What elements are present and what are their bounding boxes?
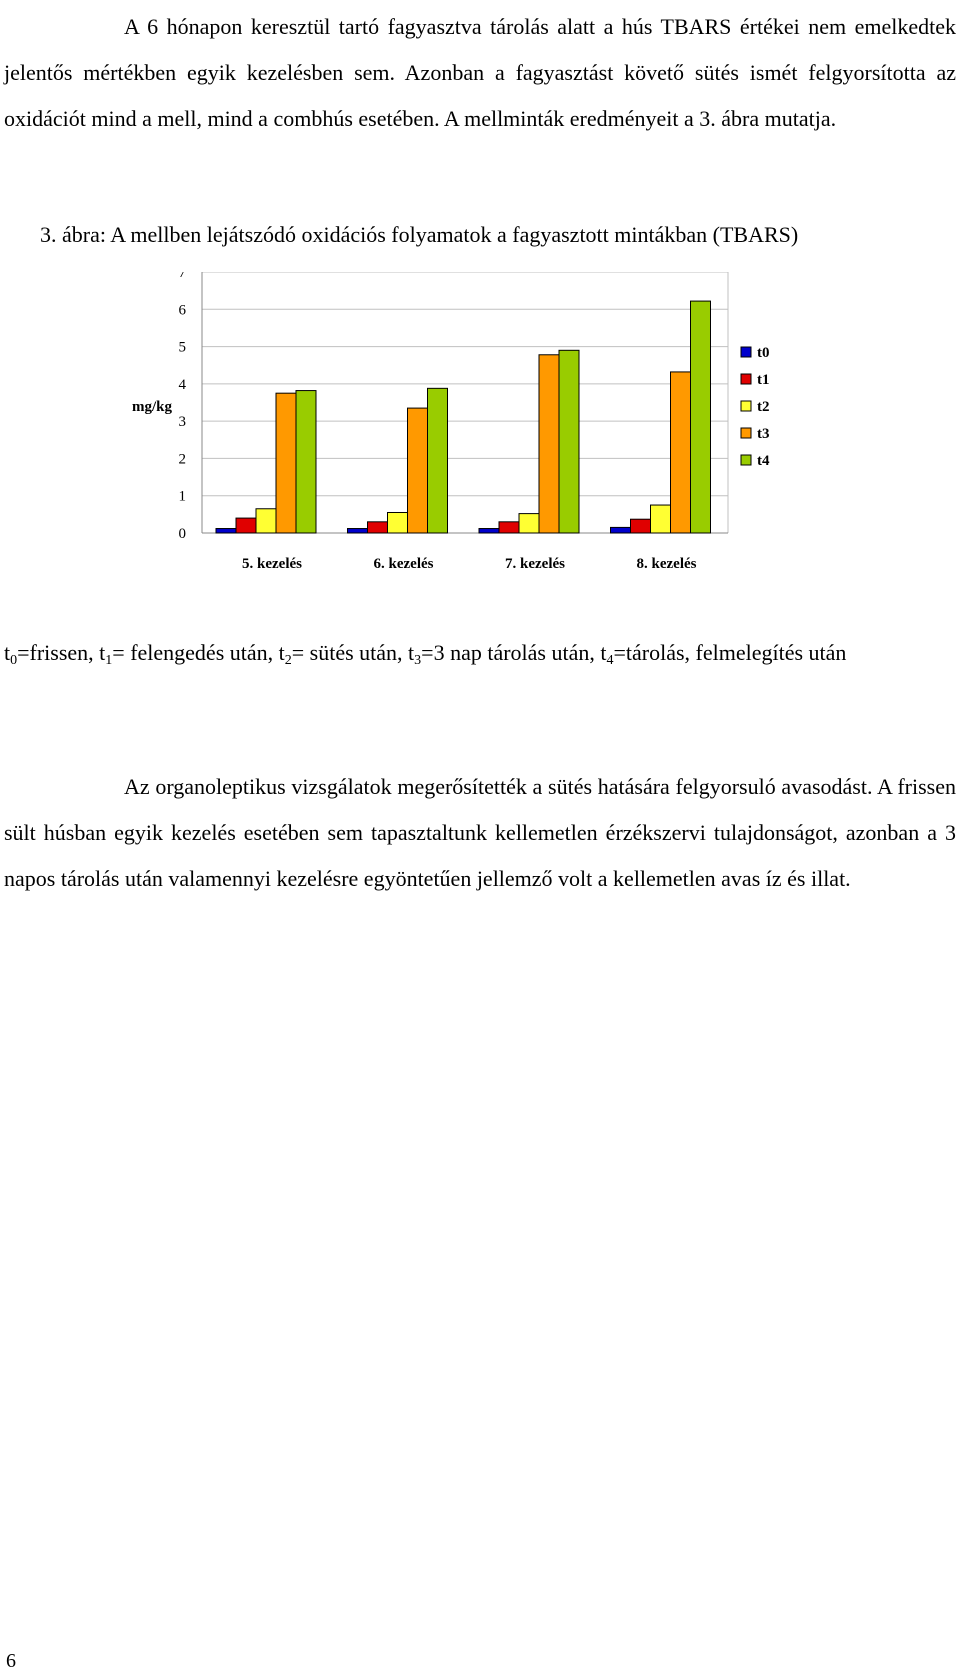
bar-t3-3 [538,354,560,534]
legend-note-sub-1: 1 [105,653,113,668]
x-tick-label: 5. kezelés [242,556,302,572]
bar-t4-2 [427,387,448,534]
bar-t0-2 [347,528,368,534]
legend-label-t1: t1 [757,372,770,388]
legend-note-sub-2: 2 [284,653,292,668]
bar-t1-1 [235,517,257,534]
y-tick-label: 4 [179,377,187,393]
legend-note-part-4: =3 nap tárolás után, t [421,640,607,665]
legend-swatch-t2 [740,400,752,412]
y-tick-label: 7 [179,272,187,281]
legend-swatch-t3 [740,427,752,439]
paragraph-1: A 6 hónapon keresztül tartó fagyasztva t… [4,4,956,142]
legend-label-t0: t0 [757,345,770,361]
bar-t3-4 [670,371,691,534]
y-tick-label: 5 [179,340,187,356]
bar-t0-4 [610,526,631,534]
legend-note-part-1: =frissen, t [17,640,106,665]
legend-note-sub-4: 4 [606,653,614,668]
bar-t0-1 [215,528,237,534]
y-tick-label: 6 [179,302,187,318]
y-tick-label: 0 [179,526,187,542]
bar-t2-1 [255,508,277,534]
y-tick-label: 2 [179,451,187,467]
legend-note-t: t [4,640,11,665]
paragraph-1-text: A 6 hónapon keresztül tartó fagyasztva t… [4,14,956,131]
x-tick-label: 8. kezelés [637,556,697,572]
chart-y-axis: 0 1 2 3 4 5 6 7 mg/kg [132,272,728,542]
legend-note-part-5: =tárolás, felmelegítés után [613,640,847,665]
bar-t4-3 [558,349,580,534]
legend-label-t2: t2 [757,399,770,415]
paragraph-2-text: Az organoleptikus vizsgálatok megerősíte… [4,774,956,891]
bar-t2-3 [518,513,540,534]
chart-x-axis: 5. kezelés 6. kezelés 7. kezelés 8. kezelés [242,556,697,572]
legend-label-t3: t3 [757,426,770,442]
chart-legend: t0 t1 t2 t3 t4 [740,345,770,469]
y-tick-label: 1 [179,489,187,505]
bar-t3-2 [407,407,428,534]
figure-legend-note: t0=frissen, t1= felengedés után, t2= süt… [4,630,956,676]
y-axis-label: mg/kg [132,399,173,415]
bar-t1-4 [630,518,651,534]
y-tick-label: 3 [179,414,187,430]
legend-note-sub-3: 3 [414,653,422,668]
legend-note-part-2: = felengedés után, t [112,640,285,665]
bar-t1-2 [367,521,388,534]
x-tick-label: 6. kezelés [374,556,434,572]
legend-swatch-t0 [740,346,752,358]
legend-swatch-t4 [740,454,752,466]
legend-label-t4: t4 [757,453,770,469]
legend-note-part-3: = sütés után, t [291,640,415,665]
bar-t1-3 [498,521,520,534]
bar-t3-1 [275,392,297,534]
bar-t2-4 [650,504,671,534]
bar-t2-2 [387,511,408,534]
legend-note-sub-0: 0 [10,653,18,668]
bar-chart: 0 1 2 3 4 5 6 7 mg/kg 5. kezelés 6. kezelés 7. kez… [132,272,770,572]
bar-t4-4 [690,300,711,534]
paragraph-2: Az organoleptikus vizsgálatok megerősíte… [4,764,956,902]
bar-t4-1 [295,390,317,534]
x-tick-label: 7. kezelés [505,556,565,572]
bar-t0-3 [478,528,500,534]
page-number: 6 [6,1650,16,1672]
chart-bars [215,300,711,534]
legend-swatch-t1 [740,373,752,385]
figure-caption: 3. ábra: A mellben lejátszódó oxidációs … [40,222,799,247]
